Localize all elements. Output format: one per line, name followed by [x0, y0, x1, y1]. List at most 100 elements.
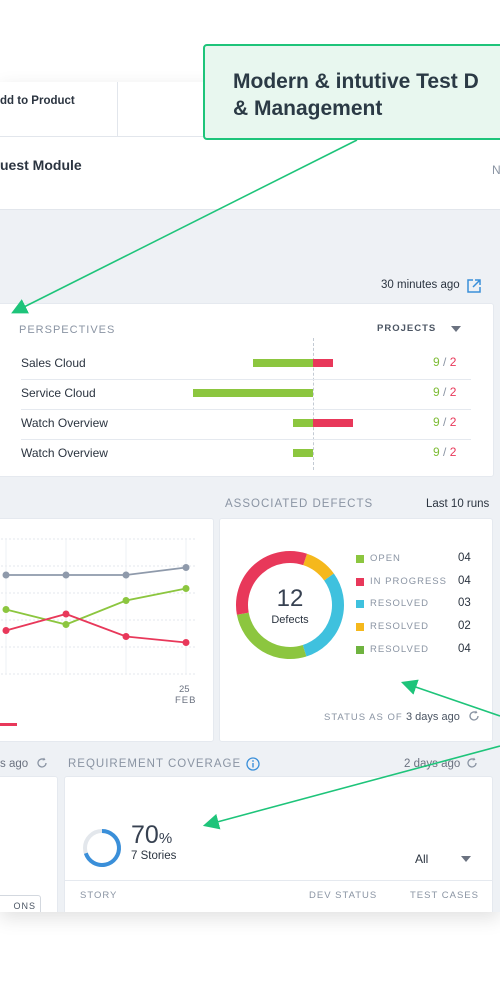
- coverage-value: 70: [131, 821, 159, 849]
- perspective-name: Service Cloud: [21, 386, 96, 400]
- pass-bar: [293, 419, 313, 427]
- row-divider: [21, 439, 471, 440]
- data-point: [122, 597, 130, 604]
- module-header: uest Module N: [0, 137, 500, 210]
- coverage-arc: [83, 829, 121, 867]
- perspectives-title: PERSPECTIVES: [19, 324, 116, 336]
- score-separator: /: [443, 355, 447, 369]
- series-line: [5, 613, 187, 644]
- chevron-down-icon[interactable]: [461, 856, 471, 862]
- feature-callout: Modern & intutive Test D & Management: [203, 44, 500, 140]
- legend-label: OPEN: [370, 553, 401, 564]
- info-icon[interactable]: [246, 757, 260, 771]
- legend-item: RESOLVED 04: [356, 643, 482, 657]
- legend-label: IN PROGRESS: [370, 575, 447, 587]
- coverage-stories: 7 Stories: [131, 850, 177, 862]
- perspective-row[interactable]: Service Cloud 9 / 2: [21, 382, 471, 410]
- legend-item: OPEN 04: [356, 552, 482, 566]
- col-dev-status: DEV STATUS: [309, 890, 378, 901]
- filter-select[interactable]: All: [415, 852, 429, 866]
- perspective-row[interactable]: Sales Cloud 9 / 2: [21, 352, 471, 380]
- coverage-percent-sign: %: [158, 830, 173, 847]
- perspective-name: Watch Overview: [21, 416, 108, 430]
- pass-count: 9: [433, 445, 440, 459]
- score-separator: /: [443, 385, 447, 399]
- fail-count: 2: [449, 355, 457, 369]
- series-line: [5, 587, 187, 626]
- legend-swatch: [0, 723, 17, 726]
- legend-value: 04: [458, 642, 471, 655]
- left-bottom-card: ONS: [0, 776, 58, 912]
- fail-count: 2: [449, 445, 457, 459]
- data-point: [2, 606, 10, 613]
- fail-count: 2: [449, 385, 457, 399]
- pass-bar: [193, 389, 313, 397]
- status-as-of-value: 3 days ago: [406, 711, 460, 723]
- table-divider: [65, 880, 492, 881]
- zero-axis: [313, 338, 314, 470]
- donut-slice: [302, 573, 344, 657]
- defects-unit: Defects: [271, 614, 309, 626]
- pass-bar: [253, 359, 313, 367]
- legend-swatch: [356, 645, 364, 654]
- requirement-card: 70% 7 Stories All STORY DEV STATUS TEST …: [64, 776, 493, 912]
- module-header-right: N: [492, 163, 500, 177]
- defects-count: 12: [276, 585, 304, 612]
- legend-label: RESOLVED: [370, 643, 430, 655]
- donut-slice: [236, 551, 307, 615]
- data-point: [122, 633, 130, 640]
- perspective-score: 9 / 2: [433, 445, 456, 459]
- legend-value: 03: [458, 597, 471, 610]
- requirement-title: REQUIREMENT COVERAGE: [68, 758, 242, 770]
- perspective-row[interactable]: Watch Overview 9 / 2: [21, 412, 471, 440]
- donut-slice: [302, 553, 334, 581]
- x-tick-day: 25: [179, 684, 190, 695]
- legend-swatch: [356, 555, 364, 563]
- add-to-product-label: dd to Product: [0, 95, 75, 107]
- data-point: [62, 610, 70, 618]
- chevron-down-icon[interactable]: [451, 326, 461, 332]
- data-point: [2, 627, 10, 634]
- legend-item: RESOLVED 03: [356, 597, 482, 611]
- refresh-icon[interactable]: [466, 757, 478, 769]
- module-title: uest Module: [0, 157, 82, 173]
- perspectives-card: PERSPECTIVES PROJECTS Sales Cloud 9 / 2 Se…: [0, 303, 494, 477]
- data-point: [182, 639, 190, 646]
- donut-slice: [236, 612, 307, 659]
- perspective-row[interactable]: Watch Overview 9 / 2: [21, 442, 471, 466]
- requirement-updated: 2 days ago: [404, 758, 461, 770]
- external-link-icon[interactable]: [466, 278, 482, 294]
- trend-chart-card: 25 FEB: [0, 518, 214, 742]
- refresh-icon[interactable]: [468, 710, 480, 722]
- perspectives-updated: 30 minutes ago: [381, 279, 460, 291]
- legend-swatch: [356, 623, 364, 632]
- col-story: STORY: [80, 890, 118, 901]
- row-divider: [21, 409, 471, 410]
- perspective-score: 9 / 2: [433, 355, 456, 369]
- fail-bar: [313, 359, 333, 367]
- fail-bar: [313, 419, 353, 427]
- pass-count: 9: [433, 385, 440, 399]
- add-to-product-tab[interactable]: dd to Product: [0, 82, 118, 136]
- pass-count: 9: [433, 415, 440, 429]
- projects-dropdown[interactable]: PROJECTS: [377, 323, 437, 334]
- perspective-score: 9 / 2: [433, 385, 456, 399]
- refresh-icon[interactable]: [36, 757, 48, 769]
- x-tick-month: FEB: [175, 695, 197, 706]
- col-test-cases: TEST CASES: [410, 890, 479, 901]
- callout-line-1: Modern & intutive Test D: [233, 70, 479, 93]
- data-point: [182, 564, 190, 571]
- defects-runs: Last 10 runs: [426, 498, 490, 510]
- perspective-name: Watch Overview: [21, 446, 108, 460]
- series-line: [6, 566, 187, 576]
- defects-title: ASSOCIATED DEFECTS: [225, 498, 374, 510]
- perspective-name: Sales Cloud: [21, 356, 86, 370]
- row-divider: [21, 379, 471, 380]
- data-point: [122, 571, 130, 579]
- actions-button[interactable]: ONS: [0, 895, 41, 912]
- legend-value: 02: [458, 620, 471, 633]
- data-point: [2, 571, 10, 579]
- data-point: [62, 571, 70, 579]
- left-card-updated: s ago: [0, 758, 29, 770]
- trend-line-chart: [0, 538, 197, 675]
